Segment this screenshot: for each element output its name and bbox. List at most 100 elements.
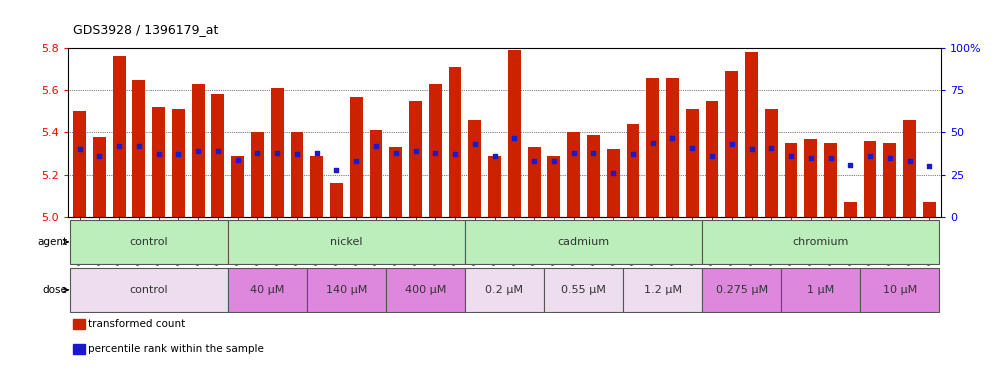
Bar <box>864 141 876 217</box>
Bar <box>465 220 702 264</box>
Bar <box>705 101 718 217</box>
Text: 1 μM: 1 μM <box>807 285 835 295</box>
Bar <box>626 124 639 217</box>
Bar <box>465 268 544 312</box>
Point <box>170 151 186 157</box>
Point <box>744 146 760 152</box>
Bar <box>429 84 442 217</box>
Bar <box>844 202 857 217</box>
Point <box>863 153 878 159</box>
Point <box>269 150 285 156</box>
Point <box>921 163 937 169</box>
Text: control: control <box>129 237 168 247</box>
Text: 0.55 μM: 0.55 μM <box>561 285 606 295</box>
Bar <box>548 156 561 217</box>
Text: control: control <box>129 285 168 295</box>
Bar <box>686 109 698 217</box>
Text: cadmium: cadmium <box>558 237 610 247</box>
Bar <box>805 139 817 217</box>
Bar <box>93 137 106 217</box>
Bar <box>350 96 363 217</box>
Point <box>309 150 325 156</box>
Point <box>407 148 423 154</box>
Bar <box>448 67 461 217</box>
Bar <box>861 268 939 312</box>
Text: 1.2 μM: 1.2 μM <box>643 285 681 295</box>
Text: dose: dose <box>43 285 68 295</box>
Point <box>526 158 542 164</box>
Bar <box>781 268 861 312</box>
Bar <box>607 149 620 217</box>
Bar <box>623 268 702 312</box>
Bar <box>211 94 224 217</box>
Bar <box>508 50 521 217</box>
Bar <box>745 52 758 217</box>
Point <box>684 145 700 151</box>
Bar <box>70 268 228 312</box>
Point <box>624 151 640 157</box>
Bar <box>271 88 284 217</box>
Text: agent: agent <box>37 237 68 247</box>
Bar <box>228 268 307 312</box>
Bar <box>765 109 778 217</box>
Point <box>506 134 522 141</box>
Bar <box>785 143 798 217</box>
Bar <box>587 135 600 217</box>
Bar <box>528 147 541 217</box>
Point <box>112 143 127 149</box>
Point <box>803 155 819 161</box>
Point <box>724 141 740 147</box>
Bar <box>370 131 382 217</box>
Bar <box>725 71 738 217</box>
Bar <box>152 107 165 217</box>
Bar <box>251 132 264 217</box>
Bar <box>113 56 125 217</box>
Point <box>447 151 463 157</box>
Text: nickel: nickel <box>330 237 363 247</box>
Bar <box>307 268 385 312</box>
Point <box>329 167 345 173</box>
Bar <box>192 84 204 217</box>
Bar <box>883 143 896 217</box>
Bar <box>702 220 939 264</box>
Point <box>230 156 246 162</box>
Bar <box>544 268 623 312</box>
Bar <box>311 156 323 217</box>
Bar <box>291 132 304 217</box>
Point <box>349 158 365 164</box>
Bar <box>666 78 679 217</box>
Text: 400 μM: 400 μM <box>404 285 446 295</box>
Bar <box>824 143 837 217</box>
Point <box>487 153 503 159</box>
Point <box>467 141 483 147</box>
Point <box>664 134 680 141</box>
Bar <box>73 111 86 217</box>
Text: 0.2 μM: 0.2 μM <box>485 285 524 295</box>
Bar <box>702 268 781 312</box>
Point <box>210 148 226 154</box>
Point <box>387 150 403 156</box>
Text: chromium: chromium <box>793 237 849 247</box>
Point <box>704 153 720 159</box>
Bar <box>923 202 936 217</box>
Point <box>566 150 582 156</box>
Bar <box>389 147 402 217</box>
Bar <box>172 109 185 217</box>
Bar <box>567 132 580 217</box>
Point <box>427 150 443 156</box>
Bar <box>70 220 228 264</box>
Text: GDS3928 / 1396179_at: GDS3928 / 1396179_at <box>73 23 218 36</box>
Point <box>190 148 206 154</box>
Text: transformed count: transformed count <box>88 319 185 329</box>
Text: percentile rank within the sample: percentile rank within the sample <box>88 344 264 354</box>
Point <box>763 145 779 151</box>
Bar <box>903 120 916 217</box>
Point <box>586 150 602 156</box>
Point <box>881 155 897 161</box>
Bar <box>409 101 422 217</box>
Text: 140 μM: 140 μM <box>326 285 368 295</box>
Bar <box>330 183 343 217</box>
Point <box>150 151 166 157</box>
Point <box>823 155 839 161</box>
Bar <box>385 268 465 312</box>
